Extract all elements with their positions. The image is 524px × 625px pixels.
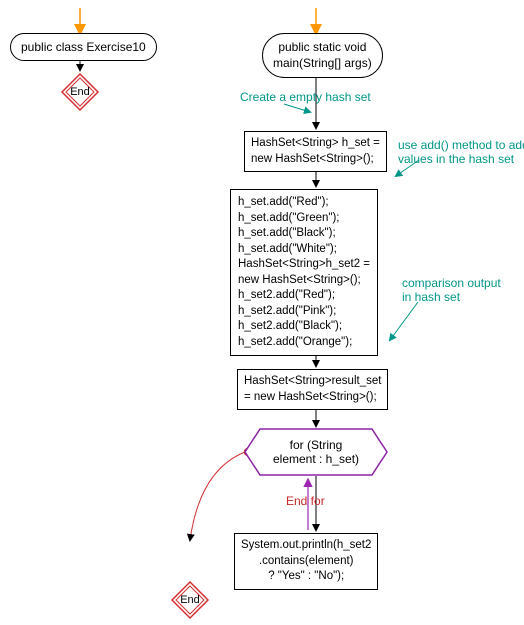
annotation-comparison: comparison output in hash set <box>402 276 501 304</box>
for-loop-hex: for (String element : h_set) <box>244 428 388 476</box>
for-loop-label: for (String element : h_set) <box>273 438 359 466</box>
class-decl-label: public class Exercise10 <box>10 33 157 61</box>
end-for-label: End for <box>286 494 325 508</box>
left-end-label: End <box>70 86 90 98</box>
right-end-label: End <box>180 594 200 606</box>
result-set-box: HashSet<String>result_set = new HashSet<… <box>237 369 388 410</box>
hashset-adds-box: h_set.add("Red"); h_set.add("Green"); h_… <box>230 189 378 356</box>
hashset-decl-box: HashSet<String> h_set = new HashSet<Stri… <box>244 131 387 172</box>
class-decl-box: public class Exercise10 <box>10 33 157 61</box>
println-box: System.out.println(h_set2 .contains(elem… <box>234 533 378 590</box>
hashset-adds-label: h_set.add("Red"); h_set.add("Green"); h_… <box>230 189 378 356</box>
main-box: public static void main(String[] args) <box>262 33 383 78</box>
hashset-decl-label: HashSet<String> h_set = new HashSet<Stri… <box>244 131 387 172</box>
result-set-label: HashSet<String>result_set = new HashSet<… <box>237 369 388 410</box>
annotation-create-hashset: Create a empty hash set <box>240 90 371 104</box>
left-end-diamond: End <box>60 72 100 112</box>
right-end-diamond: End <box>170 580 210 620</box>
main-label: public static void main(String[] args) <box>262 33 383 78</box>
println-label: System.out.println(h_set2 .contains(elem… <box>234 533 378 590</box>
annotation-add-method: use add() method to add values in the ha… <box>398 138 524 166</box>
